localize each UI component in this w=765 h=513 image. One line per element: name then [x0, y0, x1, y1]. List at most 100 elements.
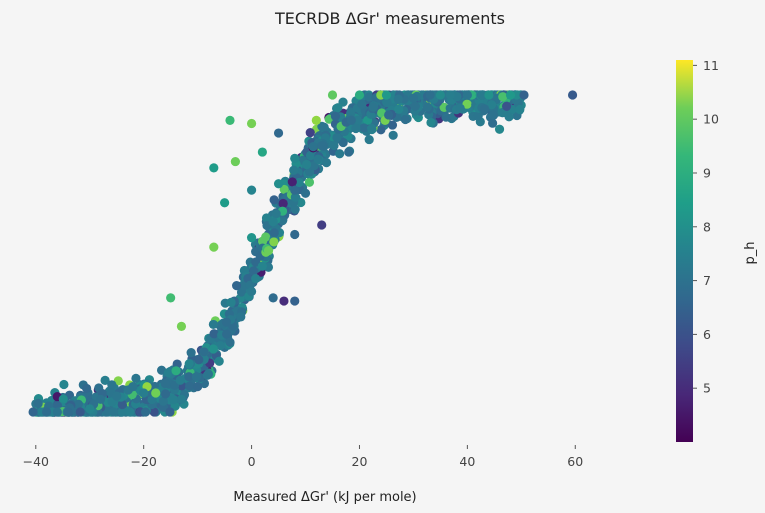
scatter-point — [100, 375, 110, 385]
scatter-point — [290, 153, 300, 163]
scatter-point — [300, 188, 311, 198]
scatter-point — [486, 100, 497, 110]
scatter-point — [246, 233, 257, 243]
scatter-point — [82, 383, 92, 394]
x-tick-label: −20 — [130, 454, 156, 469]
colorbar-tick-label: 8 — [703, 219, 711, 234]
chart-title: TECRDB ΔGr' measurements — [274, 9, 505, 28]
scatter-point — [313, 154, 323, 164]
x-axis-label: Measured ΔGr' (kJ per mole) — [233, 490, 416, 505]
colorbar-tick-label: 6 — [703, 327, 711, 342]
scatter-point — [366, 123, 377, 133]
scatter-point — [279, 296, 289, 306]
scatter-point — [567, 90, 578, 100]
scatter-point — [304, 177, 315, 187]
scatter-point — [107, 380, 117, 390]
scatter-point — [257, 147, 267, 157]
scatter-point — [139, 388, 149, 398]
scatter-point — [112, 391, 122, 401]
scatter-point — [73, 399, 83, 409]
scatter-point — [294, 177, 304, 188]
scatter-point — [477, 90, 487, 100]
scatter-point — [290, 204, 300, 214]
scatter-point — [165, 407, 175, 417]
scatter-point — [248, 266, 259, 276]
scatter-point — [273, 128, 284, 138]
scatter-point — [163, 368, 174, 378]
colorbar-label: p_h — [743, 242, 758, 265]
scatter-point — [251, 273, 261, 284]
colorbar-tick-label: 5 — [703, 381, 711, 396]
scatter-point — [52, 407, 62, 417]
scatter-point — [376, 125, 386, 135]
scatter-point — [85, 404, 95, 414]
scatter-point — [225, 337, 235, 347]
scatter-point — [287, 177, 297, 187]
scatter-point — [290, 229, 300, 240]
colorbar: 5 6 7 8 9 10 11 p_h — [676, 58, 758, 442]
scatter-point — [364, 134, 374, 145]
scatter-point — [184, 359, 194, 369]
scatter-point — [329, 140, 339, 151]
scatter-point — [269, 195, 279, 205]
scatter-point — [435, 90, 445, 100]
scatter-point — [346, 115, 356, 125]
scatter-point — [330, 111, 341, 121]
x-tick-label: 0 — [248, 454, 256, 469]
scatter-point — [422, 102, 433, 112]
scatter-point — [176, 394, 187, 404]
scatter-point — [268, 217, 278, 227]
scatter-point — [209, 329, 219, 339]
scatter-point — [290, 296, 300, 306]
scatter-point — [225, 115, 235, 125]
scatter-point — [381, 90, 392, 100]
scatter-point — [215, 341, 225, 351]
scatter-point — [246, 118, 257, 129]
scatter-point — [222, 329, 232, 339]
scatter-point — [445, 90, 455, 100]
scatter-point — [515, 104, 525, 115]
scatter-point — [236, 312, 246, 322]
scatter-point — [226, 297, 236, 307]
scatter-point — [382, 97, 392, 108]
scatter-point — [335, 149, 345, 159]
scatter-point — [480, 104, 490, 114]
colorbar-gradient — [676, 60, 693, 442]
scatter-point — [333, 103, 343, 113]
scatter-point — [302, 159, 312, 170]
scatter-point — [455, 103, 465, 113]
scatter-point — [184, 372, 194, 382]
colorbar-ticks: 5 6 7 8 9 10 11 — [693, 58, 719, 396]
scatter-point — [268, 293, 278, 303]
scatter-point — [400, 114, 410, 125]
scatter-point — [505, 90, 516, 100]
x-tick-label: 20 — [352, 454, 368, 469]
colorbar-tick-label: 10 — [703, 112, 719, 127]
scatter-point — [158, 396, 168, 406]
scatter-point — [388, 130, 398, 140]
scatter-point — [176, 321, 187, 332]
scatter-point — [246, 286, 257, 297]
scatter-point — [359, 123, 369, 133]
scatter-point — [308, 141, 318, 152]
scatter-point — [290, 192, 300, 202]
scatter-point — [230, 156, 240, 167]
x-tick-label: 60 — [567, 454, 583, 469]
scatter-point — [364, 92, 374, 102]
x-axis-ticks: −40 −20 0 20 40 60 — [23, 445, 583, 469]
scatter-point — [269, 228, 279, 238]
scatter-point — [261, 232, 271, 242]
scatter-point — [140, 407, 151, 417]
scatter-point — [193, 382, 203, 392]
scatter-point — [387, 120, 398, 130]
scatter-point — [41, 407, 52, 417]
scatter-point — [191, 372, 201, 382]
scatter-point — [149, 407, 159, 417]
x-tick-label: −40 — [23, 454, 49, 469]
scatter-point — [75, 407, 85, 417]
scatter-point — [426, 117, 436, 128]
scatter-point — [194, 355, 204, 365]
scatter-point — [246, 185, 257, 195]
colorbar-tick-label: 11 — [703, 58, 719, 73]
